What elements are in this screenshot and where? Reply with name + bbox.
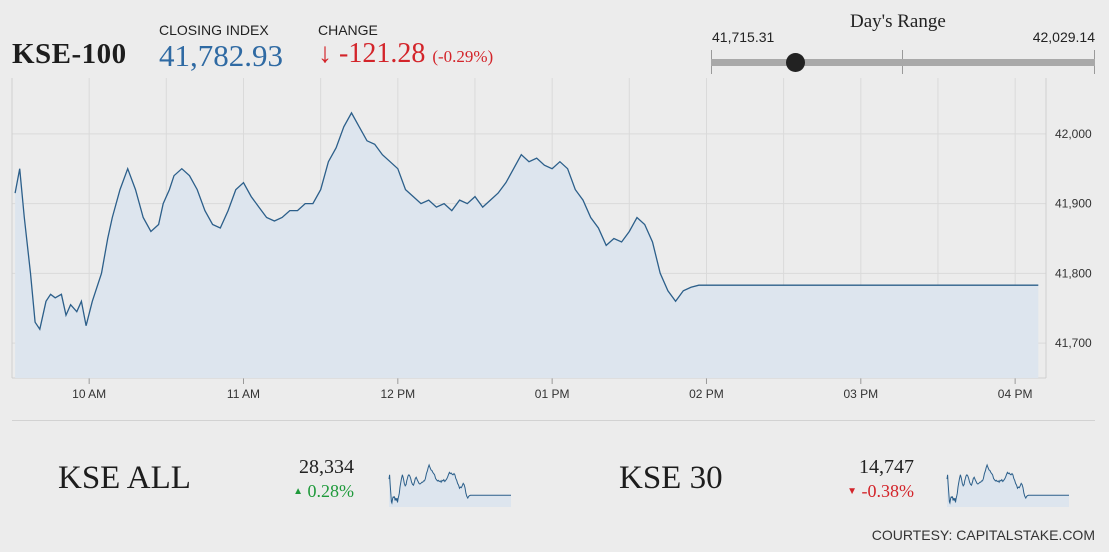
y-tick-label: 41,700 (1055, 336, 1092, 350)
sparkline-kse-all (388, 463, 511, 507)
x-tick-label: 01 PM (535, 387, 570, 401)
index-name: KSE-100 (12, 38, 127, 70)
days-range-slider (711, 50, 1095, 74)
x-tick-label: 03 PM (843, 387, 878, 401)
sub-index-name-kse-30: KSE 30 (619, 460, 723, 496)
x-tick-label: 11 AM (227, 387, 260, 401)
sparkline-area (389, 465, 511, 507)
days-range-low: 41,715.31 (712, 29, 775, 45)
series-line (14, 111, 1039, 331)
sub-index-change-kse-all: ▲ 0.28% (270, 481, 354, 502)
up-arrow-icon: ▲ (293, 486, 303, 497)
range-knob (785, 53, 805, 72)
closing-index-label: CLOSING INDEX (159, 22, 269, 38)
courtesy-text: COURTESY: CAPITALSTAKE.COM (871, 527, 1095, 543)
sub-index-pct-kse-30: -0.38% (861, 481, 915, 501)
range-track (711, 59, 1095, 66)
sparkline-area (947, 465, 1069, 507)
change-block: ↓ -121.28 (-0.29%) (318, 38, 493, 70)
sub-index-pct-kse-all: 0.28% (307, 481, 355, 501)
sub-index-value-kse-30: 14,747 (859, 456, 914, 478)
y-tick-label: 41,900 (1055, 197, 1092, 211)
days-range-title: Day's Range (850, 11, 946, 32)
change-value: -121.28 (339, 38, 426, 69)
down-arrow-icon: ▼ (847, 486, 857, 497)
divider (12, 420, 1095, 421)
x-tick-label: 02 PM (689, 387, 724, 401)
x-tick-label: 04 PM (998, 387, 1033, 401)
sparkline-line (946, 463, 1069, 505)
kse100-intraday-chart: 41,700 41,800 41,900 42,000 10 AM 11 AM 12 PM 0… (11, 78, 1092, 401)
y-tick-label: 41,800 (1055, 266, 1092, 280)
series-area (15, 112, 1039, 379)
sub-index-change-kse-30: ▼ -0.38% (820, 481, 914, 502)
sparkline-line (388, 463, 511, 505)
x-tick-label: 10 AM (72, 387, 106, 401)
closing-index-value: 41,782.93 (159, 38, 283, 73)
sparkline-kse-30 (946, 463, 1069, 507)
y-tick-label: 42,000 (1055, 127, 1092, 141)
x-tick-label: 12 PM (380, 387, 415, 401)
sub-index-value-kse-all: 28,334 (299, 456, 354, 478)
down-arrow-icon: ↓ (318, 38, 332, 69)
change-label: CHANGE (318, 22, 378, 38)
days-range-high: 42,029.14 (1032, 29, 1095, 45)
sub-index-name-kse-all: KSE ALL (58, 460, 191, 496)
change-percent: (-0.29%) (432, 47, 494, 66)
